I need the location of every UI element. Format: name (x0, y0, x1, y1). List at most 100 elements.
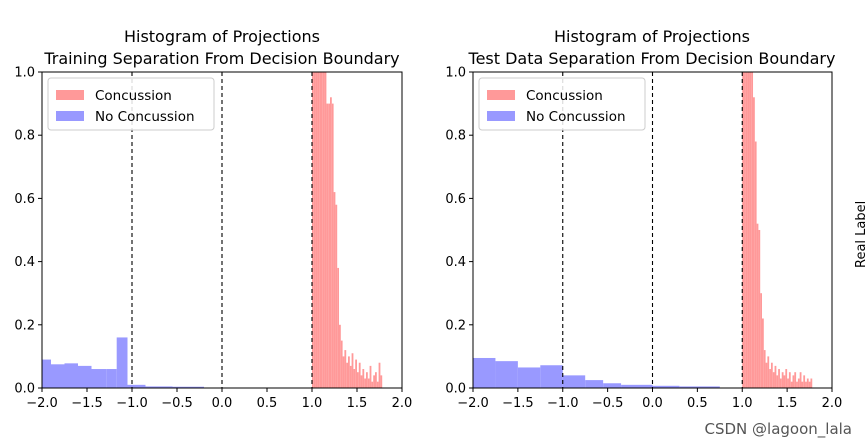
x-tick-label: 1.5 (347, 396, 368, 411)
histogram-bar (91, 369, 107, 388)
histogram-bar (772, 372, 775, 388)
y-tick-label: 1.0 (445, 66, 466, 81)
legend-label: Concussion (95, 88, 172, 104)
histogram-bar (774, 365, 777, 388)
histogram-bar (313, 72, 316, 388)
x-tick-label: −0.5 (592, 396, 624, 411)
chart-title-line: Histogram of Projections (554, 27, 750, 46)
histogram-bar (78, 365, 92, 388)
histogram-bar (339, 324, 341, 388)
histogram-bar (808, 381, 811, 388)
histogram-bar (355, 359, 357, 388)
histogram-bar (362, 369, 365, 388)
histogram-bar (369, 365, 372, 388)
histogram-bar (785, 369, 788, 388)
x-tick-label: −2.0 (26, 396, 58, 411)
histogram-bar (517, 367, 541, 388)
histogram-bar (349, 365, 352, 388)
histogram-bar (794, 372, 797, 388)
histogram-bar (742, 72, 745, 388)
y-tick-label: 0.6 (445, 192, 466, 207)
x-tick-label: 2.0 (822, 396, 843, 411)
watermark-text: CSDN @lagoon_lala (705, 420, 853, 439)
legend-swatch (56, 90, 84, 100)
histogram-bar (744, 72, 746, 388)
histogram-bar (679, 386, 720, 388)
histogram-bar (358, 362, 361, 388)
histogram-bar (319, 72, 321, 388)
x-tick-label: −2.0 (457, 396, 489, 411)
histogram-bar (348, 356, 350, 388)
x-tick-label: −0.5 (161, 396, 193, 411)
histogram-bar (335, 204, 338, 388)
histogram-bar (342, 356, 345, 388)
x-tick-label: 1.0 (302, 396, 323, 411)
histogram-bar (745, 72, 748, 388)
legend-box (478, 77, 646, 131)
histogram-bar (353, 369, 356, 388)
y-tick-label: 0.4 (14, 255, 35, 270)
y-tick-label: 0.0 (14, 382, 35, 397)
histogram-bar (127, 384, 146, 388)
histogram-bar (333, 192, 336, 388)
histogram-bar (799, 372, 802, 388)
histogram-bar (792, 375, 795, 388)
y-tick-label: 0.8 (14, 129, 35, 144)
histogram-bar (328, 103, 330, 388)
histogram-bar (331, 103, 334, 388)
histogram-bar (540, 365, 563, 388)
histogram-bar (749, 72, 752, 388)
histogram-bar (495, 361, 518, 388)
x-tick-label: 1.0 (732, 396, 753, 411)
legend-swatch (487, 90, 515, 100)
histogram-bar (321, 72, 323, 388)
x-tick-label: −1.0 (547, 396, 579, 411)
histogram-bar (364, 378, 366, 388)
histogram-bar (765, 362, 768, 388)
histogram-bar (360, 375, 363, 388)
y-tick-label: 1.0 (14, 66, 35, 81)
histogram-bar (747, 72, 750, 388)
histogram-bar (330, 97, 332, 388)
histogram-bar (783, 375, 786, 388)
legend-label: Concussion (526, 88, 603, 104)
histogram-bar (603, 383, 622, 388)
histogram-bar (312, 72, 314, 388)
legend-swatch (56, 111, 84, 121)
y-tick-label: 0.2 (14, 318, 35, 333)
y-tick-label: 0.8 (445, 129, 466, 144)
histogram-bar (357, 372, 359, 388)
histogram-bar (380, 375, 383, 388)
histogram-bar (172, 386, 204, 388)
y-tick-label: 0.4 (445, 255, 466, 270)
histogram-bar (769, 369, 771, 388)
legend-label: No Concussion (95, 109, 195, 125)
histogram-bar (762, 318, 764, 388)
side-axis-label: Real Label (854, 201, 865, 268)
chart-panel-training: Histogram of Projections Training Separat… (14, 27, 412, 411)
histogram-bar (51, 364, 65, 388)
legend-swatch (487, 111, 515, 121)
histogram-bar (767, 356, 770, 388)
histogram-bar (42, 359, 51, 388)
histogram-bar (810, 378, 813, 388)
histogram-bar (758, 230, 761, 388)
histogram-bar (351, 353, 354, 388)
histogram-bar (781, 372, 784, 388)
y-tick-label: 0.0 (445, 382, 466, 397)
histogram-bar (326, 103, 329, 388)
histogram-bar (346, 362, 348, 388)
histogram-bar (806, 378, 809, 388)
histogram-bar (64, 363, 78, 388)
histogram-bar (378, 362, 381, 388)
histogram-bar (367, 378, 370, 388)
x-tick-label: 0.5 (257, 396, 278, 411)
histogram-bar (562, 375, 586, 388)
histogram-bar (371, 381, 374, 388)
x-tick-label: 0.5 (687, 396, 708, 411)
histogram-bar (788, 372, 791, 388)
histogram-bar (787, 378, 789, 388)
x-tick-label: −1.0 (116, 396, 148, 411)
histogram-bar (797, 378, 800, 388)
